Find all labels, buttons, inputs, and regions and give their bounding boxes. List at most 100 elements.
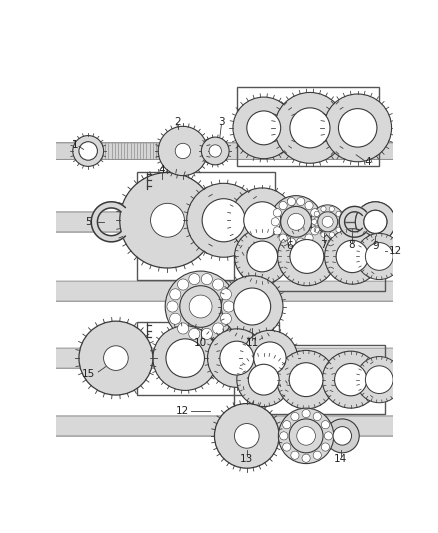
- Circle shape: [321, 206, 326, 212]
- Text: 4: 4: [159, 165, 166, 175]
- Circle shape: [120, 173, 215, 268]
- Circle shape: [279, 408, 334, 464]
- Circle shape: [322, 216, 333, 227]
- Circle shape: [313, 413, 321, 421]
- Circle shape: [291, 413, 299, 421]
- Circle shape: [329, 232, 335, 237]
- Circle shape: [336, 240, 368, 273]
- FancyBboxPatch shape: [48, 348, 401, 368]
- Polygon shape: [210, 145, 225, 157]
- Circle shape: [271, 217, 279, 226]
- Circle shape: [215, 403, 279, 468]
- Circle shape: [313, 217, 321, 226]
- Circle shape: [339, 219, 344, 224]
- Circle shape: [273, 227, 282, 235]
- Circle shape: [322, 351, 379, 408]
- Circle shape: [324, 432, 332, 440]
- Circle shape: [189, 328, 200, 340]
- Circle shape: [234, 424, 259, 448]
- Circle shape: [187, 183, 261, 257]
- Circle shape: [339, 109, 377, 147]
- Text: 5: 5: [85, 217, 92, 227]
- Circle shape: [311, 205, 345, 239]
- Circle shape: [220, 341, 254, 375]
- Circle shape: [212, 323, 224, 334]
- Circle shape: [202, 199, 245, 242]
- Circle shape: [356, 233, 403, 280]
- Circle shape: [279, 201, 287, 209]
- Text: 11: 11: [246, 338, 259, 349]
- Circle shape: [237, 353, 291, 407]
- Circle shape: [333, 426, 352, 445]
- Circle shape: [364, 210, 387, 233]
- Circle shape: [355, 202, 396, 242]
- Text: 14: 14: [334, 454, 347, 464]
- Circle shape: [247, 241, 278, 272]
- Circle shape: [189, 295, 212, 318]
- Circle shape: [297, 238, 305, 246]
- Circle shape: [177, 279, 189, 290]
- FancyBboxPatch shape: [48, 212, 401, 232]
- Text: 15: 15: [81, 369, 95, 379]
- Circle shape: [297, 197, 305, 206]
- Circle shape: [283, 421, 291, 429]
- Circle shape: [336, 211, 341, 216]
- Circle shape: [356, 357, 403, 403]
- Circle shape: [311, 209, 319, 217]
- Circle shape: [158, 126, 208, 175]
- Text: 4: 4: [364, 157, 371, 167]
- Circle shape: [221, 276, 283, 337]
- Circle shape: [233, 97, 294, 159]
- Circle shape: [314, 227, 319, 232]
- Circle shape: [290, 108, 330, 148]
- Circle shape: [305, 201, 313, 209]
- Circle shape: [273, 209, 282, 217]
- Text: 8: 8: [348, 240, 355, 250]
- Circle shape: [270, 196, 322, 248]
- Circle shape: [242, 330, 298, 386]
- FancyBboxPatch shape: [48, 281, 401, 301]
- Bar: [137, 172, 276, 280]
- Circle shape: [280, 432, 288, 440]
- Circle shape: [220, 289, 232, 300]
- Circle shape: [311, 227, 319, 235]
- Text: 13: 13: [240, 454, 254, 464]
- Circle shape: [277, 350, 336, 409]
- Circle shape: [234, 229, 290, 284]
- Circle shape: [324, 94, 392, 161]
- Circle shape: [305, 234, 313, 242]
- Circle shape: [208, 329, 266, 387]
- Bar: [237, 87, 379, 166]
- Circle shape: [275, 92, 346, 163]
- Circle shape: [287, 197, 296, 206]
- Circle shape: [248, 364, 279, 395]
- Circle shape: [335, 364, 367, 396]
- Bar: [137, 322, 279, 395]
- Circle shape: [279, 234, 287, 242]
- FancyBboxPatch shape: [48, 416, 401, 436]
- Circle shape: [165, 271, 236, 342]
- Circle shape: [166, 339, 205, 377]
- Polygon shape: [91, 202, 125, 242]
- Circle shape: [170, 289, 181, 300]
- Circle shape: [302, 409, 310, 418]
- Circle shape: [321, 421, 329, 429]
- Circle shape: [325, 229, 380, 284]
- Circle shape: [287, 238, 296, 246]
- Circle shape: [73, 135, 103, 166]
- Text: 3: 3: [218, 117, 225, 127]
- Circle shape: [170, 313, 181, 324]
- Circle shape: [325, 419, 359, 453]
- Circle shape: [291, 451, 299, 459]
- Circle shape: [220, 313, 232, 324]
- Circle shape: [314, 211, 319, 216]
- Circle shape: [180, 286, 221, 327]
- Text: 12: 12: [176, 406, 190, 416]
- Text: 12: 12: [389, 246, 402, 256]
- Text: 6: 6: [286, 241, 293, 252]
- Circle shape: [289, 363, 323, 397]
- Circle shape: [230, 188, 294, 253]
- Circle shape: [212, 279, 224, 290]
- Circle shape: [244, 202, 281, 239]
- Circle shape: [313, 451, 321, 459]
